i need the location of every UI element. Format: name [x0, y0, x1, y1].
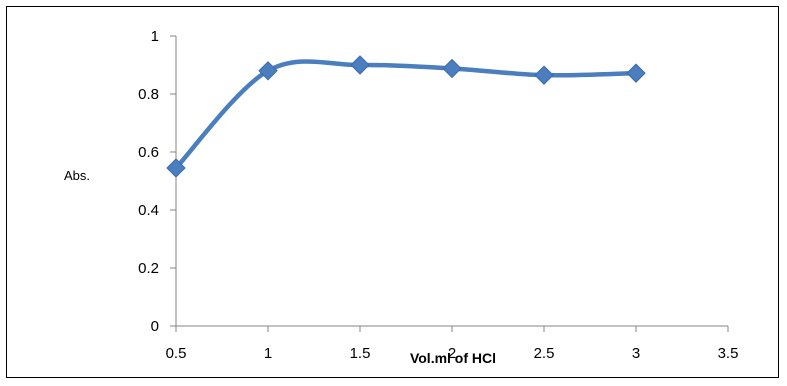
data-point-diamond [442, 58, 462, 79]
x-tick-label: 0.5 [166, 345, 187, 362]
x-tick-label: 2 [448, 345, 456, 362]
y-axis: 0 0.2 0.4 0.6 0.8 1 [138, 28, 177, 335]
y-tick-label: 1 [151, 28, 159, 45]
x-axis: 0.5 1 1.5 2 2.5 3 3.5 [166, 325, 739, 362]
y-tick-label: 0.2 [138, 260, 159, 277]
series-line [173, 59, 639, 171]
y-tick-label: 0.4 [138, 202, 159, 219]
x-tick-label: 3.5 [718, 345, 739, 362]
data-point-diamond [350, 55, 370, 75]
x-tick-label: 2.5 [534, 345, 555, 362]
data-point-diamond [258, 61, 278, 81]
x-axis-label: Vol.ml of HCl [410, 350, 496, 366]
y-tick-label: 0.8 [138, 86, 159, 103]
chart-frame [6, 6, 779, 378]
y-tick-label: 0.6 [138, 144, 159, 161]
data-point-diamond [534, 65, 554, 85]
markers [166, 55, 646, 178]
x-tick-label: 3 [632, 345, 640, 362]
y-tick-label: 0 [151, 318, 159, 335]
x-tick-label: 1 [264, 345, 272, 362]
data-point-diamond [626, 63, 646, 83]
x-tick-label: 1.5 [350, 345, 371, 362]
data-point-diamond [166, 158, 186, 178]
y-axis-label: Abs. [64, 168, 90, 183]
